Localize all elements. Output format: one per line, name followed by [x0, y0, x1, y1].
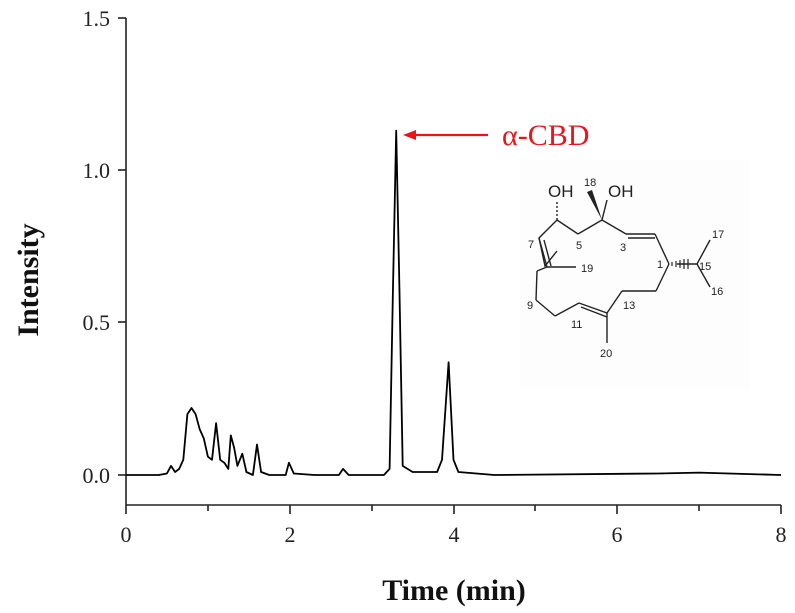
atom-label: 20: [600, 348, 612, 360]
atom-label: 9: [527, 300, 533, 312]
atom-label: 3: [620, 242, 626, 254]
oh-label: OH: [548, 182, 574, 201]
atom-label: 18: [584, 177, 596, 189]
structure-panel: [520, 160, 750, 388]
x-tick-label: 6: [612, 522, 623, 547]
y-tick-label: 0.0: [83, 463, 111, 488]
y-tick-label: 1.5: [83, 6, 111, 31]
x-tick-label: 0: [121, 522, 132, 547]
atom-label: 5: [576, 240, 582, 252]
atom-label: 17: [712, 229, 724, 241]
arrow-head-icon: [403, 130, 416, 140]
x-tick-label: 4: [449, 522, 460, 547]
x-axis: [125, 504, 782, 514]
alpha-cbd-label: α-CBD: [502, 119, 589, 152]
x-tick-label: 8: [776, 522, 787, 547]
oh-label: OH: [608, 182, 634, 201]
y-tick-label: 1.0: [83, 158, 111, 183]
atom-label: 7: [528, 239, 534, 251]
atom-label: 15: [699, 261, 711, 273]
y-axis-title: Intensity: [12, 223, 45, 336]
x-tick-label: 2: [285, 522, 296, 547]
y-axis: [118, 17, 127, 505]
atom-label: 11: [571, 319, 582, 331]
atom-label: 19: [581, 263, 593, 275]
y-tick-label: 0.5: [83, 310, 111, 335]
bold-wedge-icon: [587, 190, 602, 220]
atom-label: 1: [657, 259, 663, 271]
x-axis-title: Time (min): [382, 574, 526, 607]
atom-label: 16: [711, 286, 723, 298]
alpha-cbd-structure: [535, 199, 711, 343]
hashed-wedge-icon: [671, 259, 689, 269]
peak-annotation: α-CBD: [403, 119, 589, 152]
chromatogram-trace: [126, 129, 782, 476]
atom-label: 13: [623, 300, 635, 312]
